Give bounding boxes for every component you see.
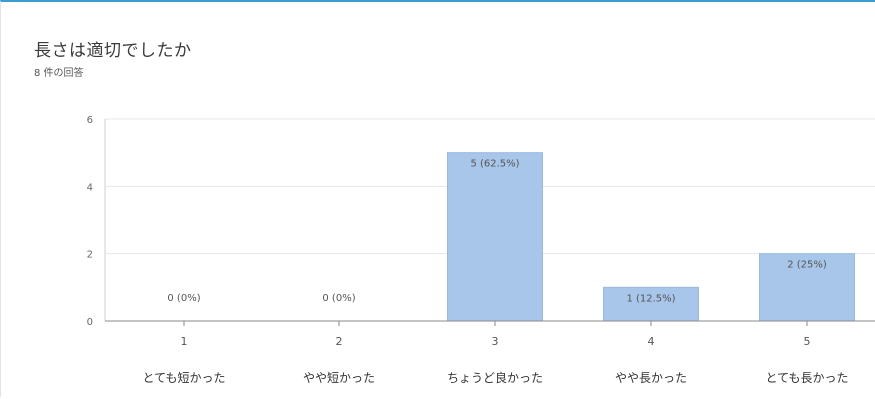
y-tick-label: 2 [87,250,93,261]
y-tick-label: 0 [87,317,93,328]
category-label: とても長かった [765,371,848,385]
bar [759,253,855,322]
y-tick-label: 4 [87,182,93,193]
category-label: ちょうど良かった [447,370,543,385]
data-label: 0 (0%) [322,293,355,304]
x-tick-label: 3 [492,335,499,348]
y-tick-label: 6 [87,115,93,126]
data-label: 1 (12.5%) [626,293,675,304]
data-label: 2 (25%) [787,260,827,271]
bar [447,152,543,322]
x-tick-label: 2 [336,335,343,348]
x-tick-label: 1 [181,335,188,348]
data-label: 5 (62.5%) [470,159,519,170]
chart-title: 長さは適切でしたか [34,41,192,61]
category-label: やや短かった [303,371,375,385]
data-label: 0 (0%) [167,293,200,304]
category-label: やや長かった [615,371,687,385]
x-tick-label: 4 [648,335,655,348]
response-count: 8 件の回答 [34,68,84,79]
category-label: とても短かった [142,371,225,385]
x-tick-label: 5 [804,335,811,348]
